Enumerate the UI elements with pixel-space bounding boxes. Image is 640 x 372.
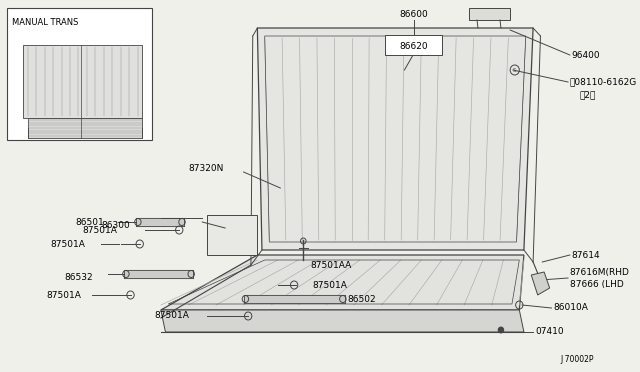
Polygon shape — [23, 45, 143, 118]
Polygon shape — [257, 28, 533, 250]
Polygon shape — [124, 270, 193, 278]
Text: 87501A: 87501A — [51, 240, 85, 248]
Text: S: S — [513, 67, 516, 73]
Polygon shape — [161, 255, 524, 310]
FancyBboxPatch shape — [385, 35, 442, 55]
Polygon shape — [136, 218, 184, 226]
Text: 86300: 86300 — [101, 221, 130, 230]
Text: 86501: 86501 — [76, 218, 104, 227]
Polygon shape — [244, 295, 345, 303]
Text: 87501A: 87501A — [46, 291, 81, 299]
Text: 86532: 86532 — [65, 273, 93, 282]
Polygon shape — [531, 272, 550, 295]
Text: （2）: （2） — [579, 90, 595, 99]
Text: 87616M(RHD: 87616M(RHD — [570, 267, 630, 276]
Text: MANUAL TRANS: MANUAL TRANS — [12, 18, 78, 27]
Circle shape — [498, 327, 504, 333]
Polygon shape — [161, 310, 524, 332]
Text: 86502: 86502 — [348, 295, 376, 304]
Text: 86600: 86600 — [399, 10, 428, 19]
Text: J 70002P: J 70002P — [561, 356, 594, 365]
Polygon shape — [28, 118, 143, 138]
Text: 07410: 07410 — [535, 327, 564, 337]
Text: 87320N: 87320N — [188, 164, 224, 173]
Text: 87666 (LHD: 87666 (LHD — [570, 280, 623, 289]
Text: 86010A: 86010A — [554, 304, 588, 312]
Text: 87501A: 87501A — [312, 280, 348, 289]
Text: 87614: 87614 — [572, 250, 600, 260]
Text: 87501AA: 87501AA — [310, 260, 352, 269]
Text: 87501A: 87501A — [154, 311, 189, 321]
Text: 96400: 96400 — [572, 51, 600, 60]
Text: Ⓝ08110-6162G: Ⓝ08110-6162G — [570, 77, 637, 87]
Polygon shape — [468, 8, 510, 20]
Text: 86620: 86620 — [399, 42, 428, 51]
Bar — [7, 8, 152, 140]
Text: 87501A: 87501A — [83, 225, 118, 234]
Polygon shape — [207, 215, 257, 255]
